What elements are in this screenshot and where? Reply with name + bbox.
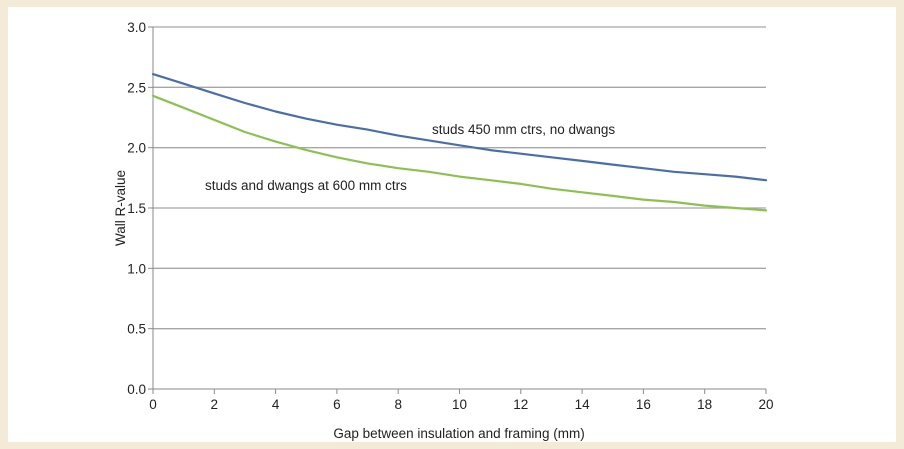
axes (148, 26, 767, 394)
y-tick-label: 0.0 (127, 382, 146, 397)
series-lines (151, 72, 768, 212)
x-tick-label: 10 (452, 397, 467, 412)
chart-panel (8, 7, 896, 442)
x-tick-label: 18 (697, 397, 712, 412)
x-tick-labels: 0 2 4 6 8 10 12 14 16 18 20 (149, 397, 773, 412)
x-tick-label: 2 (211, 397, 219, 412)
y-axis-title: Wall R-value (113, 170, 128, 246)
grid-lines (153, 26, 766, 330)
x-tick-label: 12 (513, 397, 528, 412)
x-tick-label: 4 (272, 397, 280, 412)
y-tick-label: 2.5 (127, 80, 146, 95)
x-tick-label: 16 (636, 397, 651, 412)
y-tick-label: 2.0 (127, 141, 146, 156)
y-tick-label: 0.5 (127, 322, 146, 337)
series-line-1 (151, 94, 768, 212)
series-label-studs-450: studs 450 mm ctrs, no dwangs (432, 122, 615, 137)
x-tick-label: 8 (394, 397, 402, 412)
y-tick-label: 1.0 (127, 261, 146, 276)
y-tick-label: 3.0 (127, 20, 146, 35)
x-tick-label: 14 (575, 397, 591, 412)
x-tick-label: 20 (758, 397, 773, 412)
y-tick-labels: 0.0 0.5 1.0 1.5 2.0 2.5 3.0 (127, 20, 146, 397)
y-tick-label: 1.5 (127, 201, 146, 216)
x-tick-label: 0 (149, 397, 157, 412)
x-tick-label: 6 (333, 397, 341, 412)
x-axis-title: Gap between insulation and framing (mm) (333, 426, 584, 441)
series-line-0 (151, 72, 768, 182)
series-label-studs-dwangs-600: studs and dwangs at 600 mm ctrs (205, 178, 407, 193)
